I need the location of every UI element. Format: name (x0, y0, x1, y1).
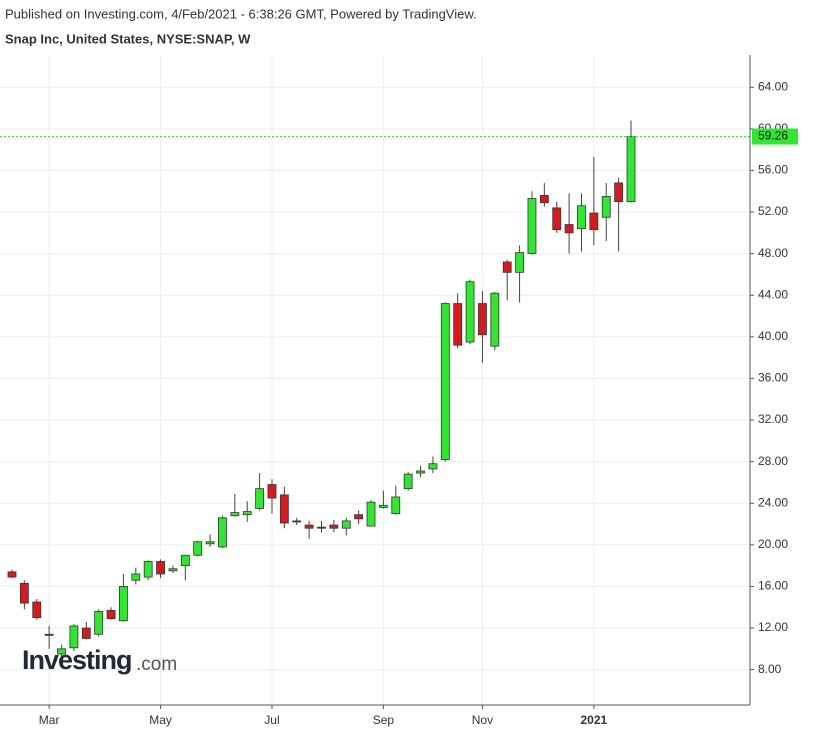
candle-body (428, 463, 438, 470)
candle-body (539, 194, 549, 204)
candle-body (564, 224, 574, 234)
candle-body (378, 504, 388, 508)
x-tick-label: 2021 (581, 713, 608, 727)
candle-body (106, 609, 116, 620)
y-tick-label: 24.00 (758, 495, 788, 509)
candle-body (279, 494, 289, 524)
y-tick-label: 40.00 (758, 329, 788, 343)
x-tick-label: Sep (373, 713, 395, 727)
y-tick-label: 48.00 (758, 246, 788, 260)
candle-body (341, 520, 351, 529)
candle-body (403, 473, 413, 490)
last-price-box (752, 128, 798, 145)
y-tick-label: 32.00 (758, 412, 788, 426)
candle-body (292, 520, 302, 523)
candle-body (589, 212, 599, 231)
candle-body (366, 501, 376, 527)
candle-body (601, 196, 611, 218)
candle-body (391, 496, 401, 515)
candle-body (19, 582, 29, 604)
candle-body (453, 303, 463, 346)
x-tick-label: Mar (39, 713, 60, 727)
candle-body (180, 554, 190, 567)
candle-body (205, 541, 215, 545)
y-tick-label: 52.00 (758, 204, 788, 218)
candle-body (267, 484, 277, 499)
candle-body (354, 514, 364, 520)
candle-body (193, 541, 203, 556)
candles (0, 120, 750, 660)
candle-body (242, 511, 252, 516)
candle-body (515, 252, 524, 273)
candle-body (626, 136, 636, 203)
candle-body (329, 524, 339, 529)
last-price-label: 59.26 (758, 129, 788, 143)
y-tick-label: 20.00 (758, 537, 788, 551)
candle-body (81, 627, 91, 639)
candle-body (317, 526, 326, 529)
grid (0, 55, 750, 705)
candle-body (614, 182, 624, 203)
candle-body (119, 586, 128, 622)
y-tick-label: 56.00 (758, 163, 788, 177)
candle-body (7, 571, 17, 578)
candle-body (131, 573, 141, 581)
y-tick-label: 8.00 (758, 662, 782, 676)
candle-body (156, 561, 165, 575)
candle-body (416, 470, 425, 474)
candle-body (304, 524, 314, 529)
x-tick-label: Jul (264, 713, 279, 727)
watermark-suffix: .com (136, 654, 177, 675)
published-note: Published on Investing.com, 4/Feb/2021 -… (5, 6, 477, 21)
x-tick-label: May (149, 713, 172, 727)
candle-body (577, 205, 586, 230)
candle-body (440, 303, 450, 460)
y-tick-label: 44.00 (758, 287, 788, 301)
y-tick-label: 16.00 (758, 579, 788, 593)
candle-body (527, 198, 537, 255)
axes: 8.00 12.00 16.00 20.00 24.00 28.00 32.00 36.00 4… (39, 79, 798, 727)
candle-body (69, 625, 79, 649)
candle-body (44, 633, 54, 636)
candle-body (478, 303, 487, 336)
y-tick-label: 28.00 (758, 454, 788, 468)
x-tick-label: Nov (472, 713, 493, 727)
candle-body (143, 561, 153, 578)
candle-body (32, 601, 42, 619)
watermark: Investing (22, 645, 132, 675)
candle-body (552, 207, 562, 231)
candle-body (230, 512, 240, 517)
y-tick-label: 12.00 (758, 620, 788, 634)
candle-body (94, 611, 104, 635)
candle-body (502, 261, 512, 273)
candle-body (218, 517, 227, 548)
candle-body (465, 281, 475, 343)
y-tick-label: 64.00 (758, 79, 788, 93)
candle-body (490, 292, 500, 347)
candle-body (168, 568, 178, 572)
chart-title: Snap Inc, United States, NYSE:SNAP, W (5, 31, 251, 46)
y-tick-label: 36.00 (758, 371, 788, 385)
candle-body (255, 488, 265, 509)
candle-body (57, 648, 66, 655)
